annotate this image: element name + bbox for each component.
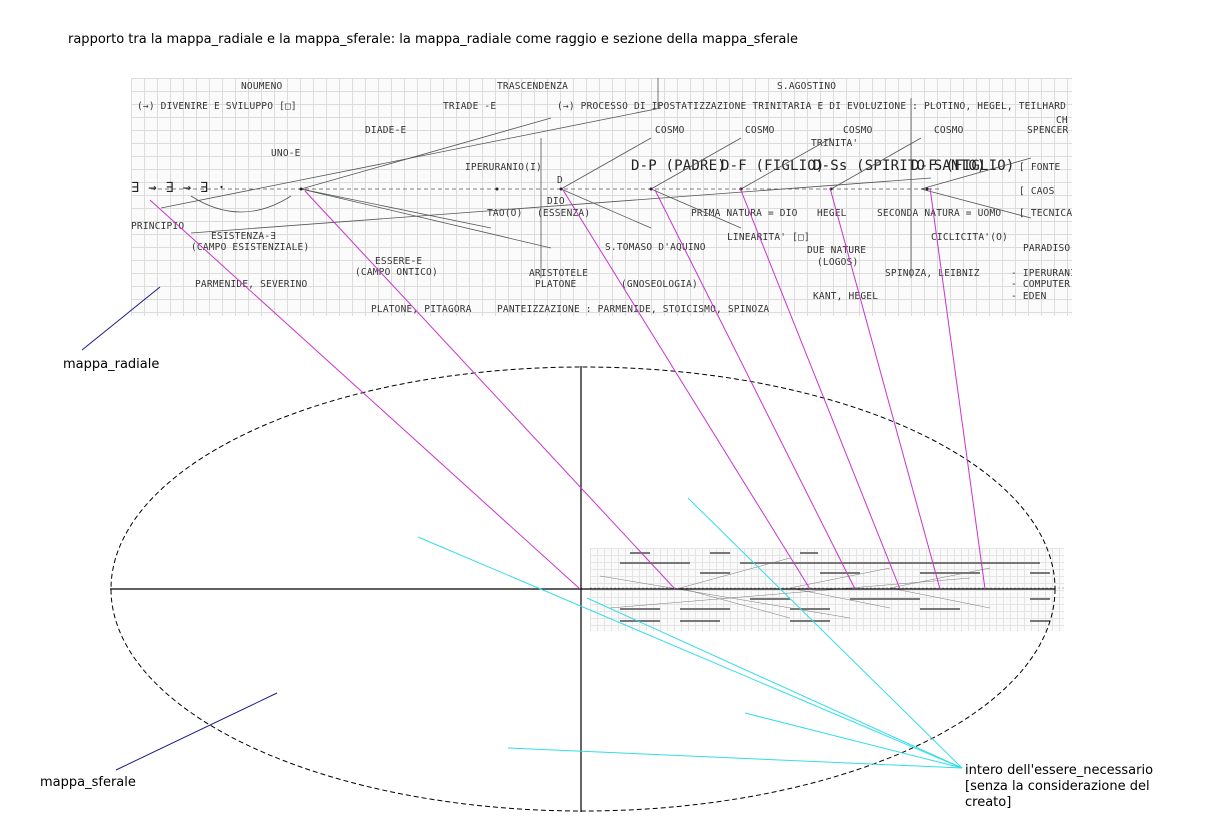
hw-divenire: (→) DIVENIRE E SVILUPPO [□] <box>137 101 297 112</box>
cyan-line-3 <box>687 497 963 769</box>
label-intero-line-3: creato] <box>965 795 1012 810</box>
pointer-mappa-sferale <box>115 692 278 771</box>
hw-cosmo-4: COSMO <box>934 125 964 136</box>
hw-hegel: HEGEL <box>817 208 847 219</box>
hw-cosmo-2: COSMO <box>745 125 775 136</box>
hw-df: D-F (FIGLIO) <box>721 158 825 174</box>
hw-computer: - COMPUTER <box>1011 279 1071 290</box>
label-intero-line-2: [senza la considerazione del <box>965 779 1150 794</box>
hw-gnoseologia: (GNOSEOLOGIA) <box>621 279 698 290</box>
hw-campo-ontico: (CAMPO ONTICO) <box>355 267 438 278</box>
hw-sagostino: S.AGOSTINO <box>777 81 837 92</box>
hw-triade: TRIADE -E <box>443 101 497 112</box>
pointer-mappa-radiale <box>81 286 161 351</box>
hw-tao: TAO(O) <box>487 208 523 219</box>
cyan-connectors <box>417 497 963 769</box>
hw-ch: CH <box>1056 115 1068 126</box>
hw-tecnica: [ TECNICA <box>1019 208 1072 219</box>
hw-processo: (→) PROCESSO DI IPOSTATIZZAZIONE TRINITA… <box>557 101 1067 112</box>
label-intero-essere-necessario: intero dell'essere_necessario [senza la … <box>965 763 1195 811</box>
cyan-line-1 <box>417 536 963 769</box>
hw-aristotele: ARISTOTELE <box>529 268 589 279</box>
magenta-line-4 <box>654 189 856 590</box>
page-title: rapporto tra la mappa_radiale e la mappa… <box>68 32 798 47</box>
hw-fonte: [ FONTE <box>1019 162 1061 173</box>
hw-iperuranio: IPERURANIO(I) <box>465 162 542 173</box>
hw-essere: ESSERE-E <box>375 256 423 267</box>
hw-spinoza-leibniz: SPINOZA, LEIBNIZ <box>885 268 980 279</box>
hw-cosmo-1: COSMO <box>655 125 685 136</box>
hw-eden: - EDEN <box>1011 291 1047 302</box>
hw-principio: PRINCIPIO <box>131 221 185 232</box>
hw-uno: UNO-E <box>271 148 301 159</box>
hw-trinita: TRINITA' <box>811 138 859 149</box>
hw-dio: DIO <box>547 196 565 207</box>
hw-stomaso: S.TOMASO D'AQUINO <box>605 242 706 253</box>
hw-platone: PLATONE <box>535 279 577 290</box>
hw-caos: [ CAOS <box>1019 186 1055 197</box>
magenta-line-6 <box>829 187 941 590</box>
label-intero-line-1: intero dell'essere_necessario <box>965 763 1154 778</box>
hw-campo-esist: (CAMPO ESISTENZIALE) <box>191 242 310 253</box>
hw-ciclicita: CICLICITA'(O) <box>931 232 1008 243</box>
magenta-connectors <box>149 187 986 590</box>
hw-trascendenza: TRASCENDENZA <box>497 81 569 92</box>
hw-due-nature: DUE NATURE <box>807 245 867 256</box>
hw-linearita: LINEARITA' [□] <box>727 232 810 243</box>
magenta-line-1 <box>149 199 581 590</box>
cyan-line-4 <box>744 712 963 769</box>
hw-logos: (LOGOS) <box>817 257 859 268</box>
hw-spencer: SPENCER <box>1027 125 1069 136</box>
hw-essenza: (ESSENZA) <box>537 208 591 219</box>
mappa-radiale-scan: NOUMENO TRASCENDENZA S.AGOSTINO (→) DIVE… <box>131 78 1072 316</box>
hw-diade: DIADE-E <box>365 125 407 136</box>
hw-parmenide: PARMENIDE, SEVERINO <box>195 279 308 290</box>
hw-seconda-natura: SECONDA NATURA = UOMO <box>877 208 1002 219</box>
scan-pencil-strokes <box>151 78 1032 278</box>
hw-panteizzazione: PANTEIZZAZIONE : PARMENIDE, STOICISMO, S… <box>497 304 770 315</box>
label-mappa-radiale: mappa_radiale <box>63 357 160 372</box>
cyan-line-2 <box>586 597 963 769</box>
hw-exist-arrows: ∃ → ∃ → ∃ · <box>131 180 226 196</box>
hw-iperuranio-2: - IPERURANIO <box>1011 268 1072 279</box>
magenta-line-7 <box>929 187 986 590</box>
label-mappa-sferale: mappa_sferale <box>40 775 136 790</box>
magenta-line-2 <box>304 190 676 590</box>
magenta-line-3 <box>562 189 811 590</box>
hw-paradiso: PARADISO <box>1023 243 1071 254</box>
hw-platone-pitagora: PLATONE, PITAGORA <box>371 304 472 315</box>
hw-dss: D-Ss (SPIRITO SANTO) <box>813 158 986 174</box>
hw-esistenza: ESISTENZA-∃ <box>211 231 277 242</box>
hw-kant-hegel: KANT, HEGEL <box>813 291 879 302</box>
cyan-line-5 <box>507 747 963 769</box>
hw-dp: D-P (PADRE) <box>631 158 726 174</box>
hw-prima-natura: PRIMA NATURA = DIO <box>691 208 798 219</box>
magenta-line-5 <box>739 187 901 590</box>
hw-cosmo-3: COSMO <box>843 125 873 136</box>
hw-d: D <box>557 175 563 186</box>
hw-noumeno: NOUMENO <box>241 81 283 92</box>
